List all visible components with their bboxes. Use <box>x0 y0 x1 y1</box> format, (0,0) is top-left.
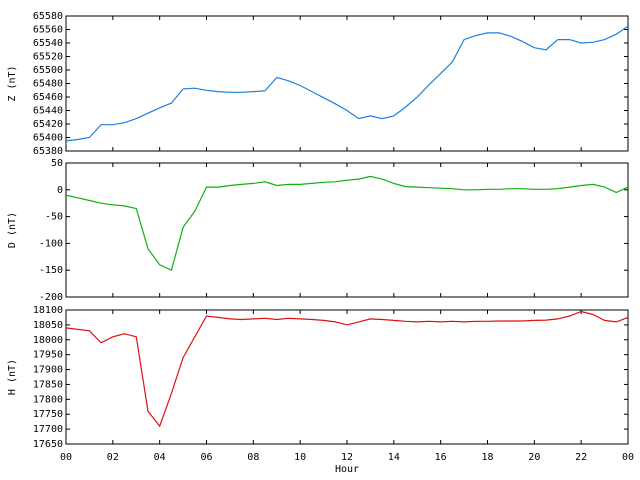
data-line <box>65 25 629 142</box>
y-tick-label: 17700 <box>33 424 63 435</box>
y-axis-label: D (nT) <box>7 212 18 248</box>
x-tick-label: 00 <box>622 452 634 463</box>
y-tick-label: 17650 <box>33 439 63 450</box>
y-tick-label: 17750 <box>33 409 63 420</box>
y-tick-label: 65520 <box>33 52 63 63</box>
y-tick-label: 65460 <box>33 92 63 103</box>
plot-frame <box>65 162 629 298</box>
y-tick-label: 18100 <box>33 305 63 316</box>
x-tick-label: 18 <box>481 452 493 463</box>
data-line <box>65 175 629 272</box>
y-tick-label: 65400 <box>33 133 63 144</box>
x-tick-label: 00 <box>60 452 72 463</box>
y-tick-label: 65500 <box>33 65 63 76</box>
y-tick-label: 18000 <box>33 335 63 346</box>
x-tick-label: 08 <box>247 452 259 463</box>
data-line <box>65 310 629 428</box>
x-tick-label: 10 <box>294 452 306 463</box>
y-tick-label: 18050 <box>33 320 63 331</box>
plot-frame <box>65 309 629 445</box>
y-axis-label: Z (nT) <box>7 65 18 101</box>
y-tick-label: -150 <box>39 265 63 276</box>
x-axis-label: Hour <box>335 464 359 475</box>
y-tick-label: 0 <box>57 185 63 196</box>
x-tick-label: 06 <box>200 452 212 463</box>
plot-frame <box>65 15 629 152</box>
y-tick-label: 17900 <box>33 365 63 376</box>
x-tick-label: 04 <box>154 452 166 463</box>
x-tick-label: 20 <box>528 452 540 463</box>
y-tick-label: 17950 <box>33 350 63 361</box>
y-tick-label: 65440 <box>33 106 63 117</box>
y-tick-label: 65560 <box>33 25 63 36</box>
x-tick-label: 16 <box>435 452 447 463</box>
y-tick-label: 50 <box>51 158 63 169</box>
y-tick-label: 65380 <box>33 146 63 157</box>
y-tick-label: -50 <box>45 212 63 223</box>
y-tick-label: -200 <box>39 292 63 303</box>
x-tick-label: 02 <box>107 452 119 463</box>
y-axis-label: H (nT) <box>7 359 18 395</box>
y-tick-label: 65580 <box>33 11 63 22</box>
x-tick-label: 12 <box>341 452 353 463</box>
y-tick-label: -100 <box>39 238 63 249</box>
y-tick-label: 65480 <box>33 79 63 90</box>
x-tick-label: 22 <box>575 452 587 463</box>
y-tick-label: 17800 <box>33 394 63 405</box>
y-tick-label: 65420 <box>33 119 63 130</box>
y-tick-label: 65540 <box>33 38 63 49</box>
x-tick-label: 14 <box>388 452 400 463</box>
y-tick-label: 17850 <box>33 379 63 390</box>
